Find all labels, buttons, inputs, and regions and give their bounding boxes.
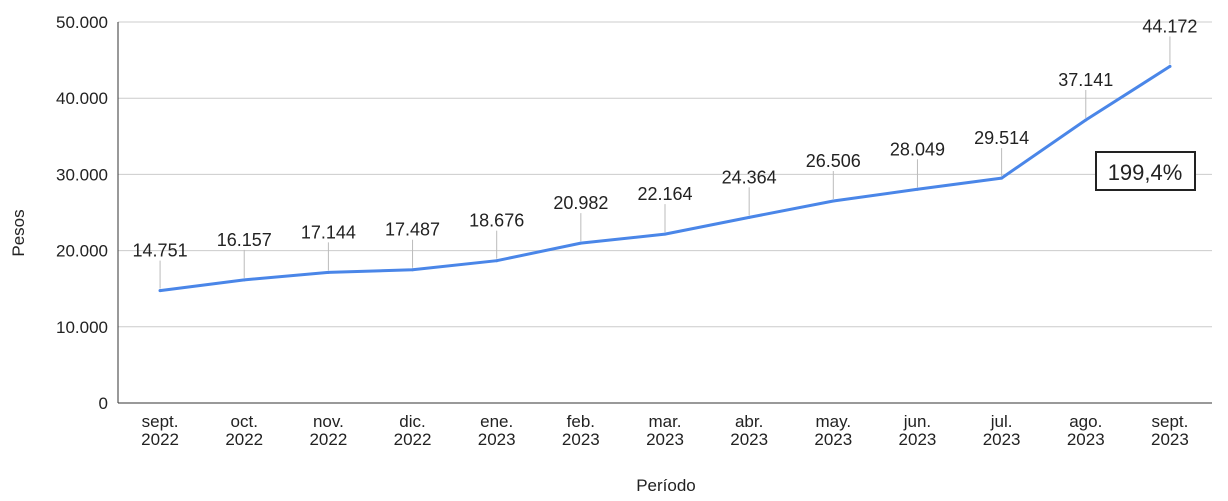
x-tick-label-year: 2023 — [646, 430, 684, 449]
x-tick-label-month: feb. — [567, 412, 595, 431]
x-tick-label-month: jun. — [903, 412, 931, 431]
x-tick-label-month: mar. — [648, 412, 681, 431]
data-point — [158, 289, 162, 293]
x-tick-label-year: 2023 — [1151, 430, 1189, 449]
x-tick-label-month: dic. — [399, 412, 425, 431]
x-tick-label-year: 2022 — [141, 430, 179, 449]
data-label: 17.144 — [301, 222, 356, 242]
x-tick-label-year: 2022 — [225, 430, 263, 449]
x-tick-label-month: ago. — [1069, 412, 1102, 431]
data-label: 28.049 — [890, 139, 945, 159]
data-point — [663, 232, 667, 236]
x-tick-label-year: 2023 — [730, 430, 768, 449]
percentage-badge-text: 199,4% — [1108, 160, 1183, 185]
x-tick-label-year: 2022 — [394, 430, 432, 449]
data-point — [411, 268, 415, 272]
series — [158, 64, 1172, 293]
y-tick-label: 10.000 — [56, 318, 108, 337]
data-label: 26.506 — [806, 151, 861, 171]
y-tick-label: 40.000 — [56, 89, 108, 108]
data-point — [1000, 176, 1004, 180]
grid — [118, 21, 1212, 328]
x-tick-label-month: nov. — [313, 412, 344, 431]
y-axis-title: Pesos — [9, 209, 28, 256]
x-tick-label-month: sept. — [1151, 412, 1188, 431]
x-tick-label-month: jul. — [990, 412, 1013, 431]
data-label: 18.676 — [469, 211, 524, 231]
data-label: 22.164 — [637, 184, 692, 204]
data-point — [1084, 118, 1088, 122]
data-label: 16.157 — [217, 230, 272, 250]
y-tick-label: 30.000 — [56, 165, 108, 184]
data-label: 24.364 — [722, 167, 777, 187]
x-tick-label-year: 2022 — [309, 430, 347, 449]
data-point — [915, 187, 919, 191]
x-tick-label-year: 2023 — [562, 430, 600, 449]
data-point — [831, 199, 835, 203]
x-tick-label-month: abr. — [735, 412, 763, 431]
x-tick-label-year: 2023 — [899, 430, 937, 449]
data-label: 14.751 — [133, 241, 188, 261]
series-line — [158, 64, 1172, 293]
data-point — [579, 241, 583, 245]
x-tick-label-month: oct. — [231, 412, 258, 431]
percentage-badge: 199,4% — [1095, 151, 1196, 191]
x-tick-label-month: sept. — [142, 412, 179, 431]
x-tick-label-year: 2023 — [1067, 430, 1105, 449]
data-point — [495, 259, 499, 263]
data-label: 20.982 — [553, 193, 608, 213]
data-point — [747, 215, 751, 219]
x-tick-label-year: 2023 — [814, 430, 852, 449]
data-label: 44.172 — [1142, 16, 1197, 36]
data-point — [242, 278, 246, 282]
x-axis-title: Período — [636, 476, 696, 495]
data-labels: 14.751 16.157 17.144 17.487 18.676 20.982 22.1… — [133, 16, 1197, 289]
axes: 010.00020.00030.00040.00050.000sept.2022… — [56, 13, 1212, 449]
data-label: 29.514 — [974, 128, 1029, 148]
y-tick-label: 50.000 — [56, 13, 108, 32]
x-tick-label-year: 2023 — [983, 430, 1021, 449]
x-tick-label-month: ene. — [480, 412, 513, 431]
y-tick-label: 20.000 — [56, 242, 108, 261]
y-tick-label: 0 — [99, 394, 108, 413]
data-point — [326, 270, 330, 274]
data-label: 37.141 — [1058, 70, 1113, 90]
percentage-badge-box — [1095, 151, 1196, 191]
data-label: 17.487 — [385, 220, 440, 240]
x-tick-label-year: 2023 — [478, 430, 516, 449]
x-tick-label-month: may. — [816, 412, 852, 431]
data-point — [1168, 64, 1172, 68]
